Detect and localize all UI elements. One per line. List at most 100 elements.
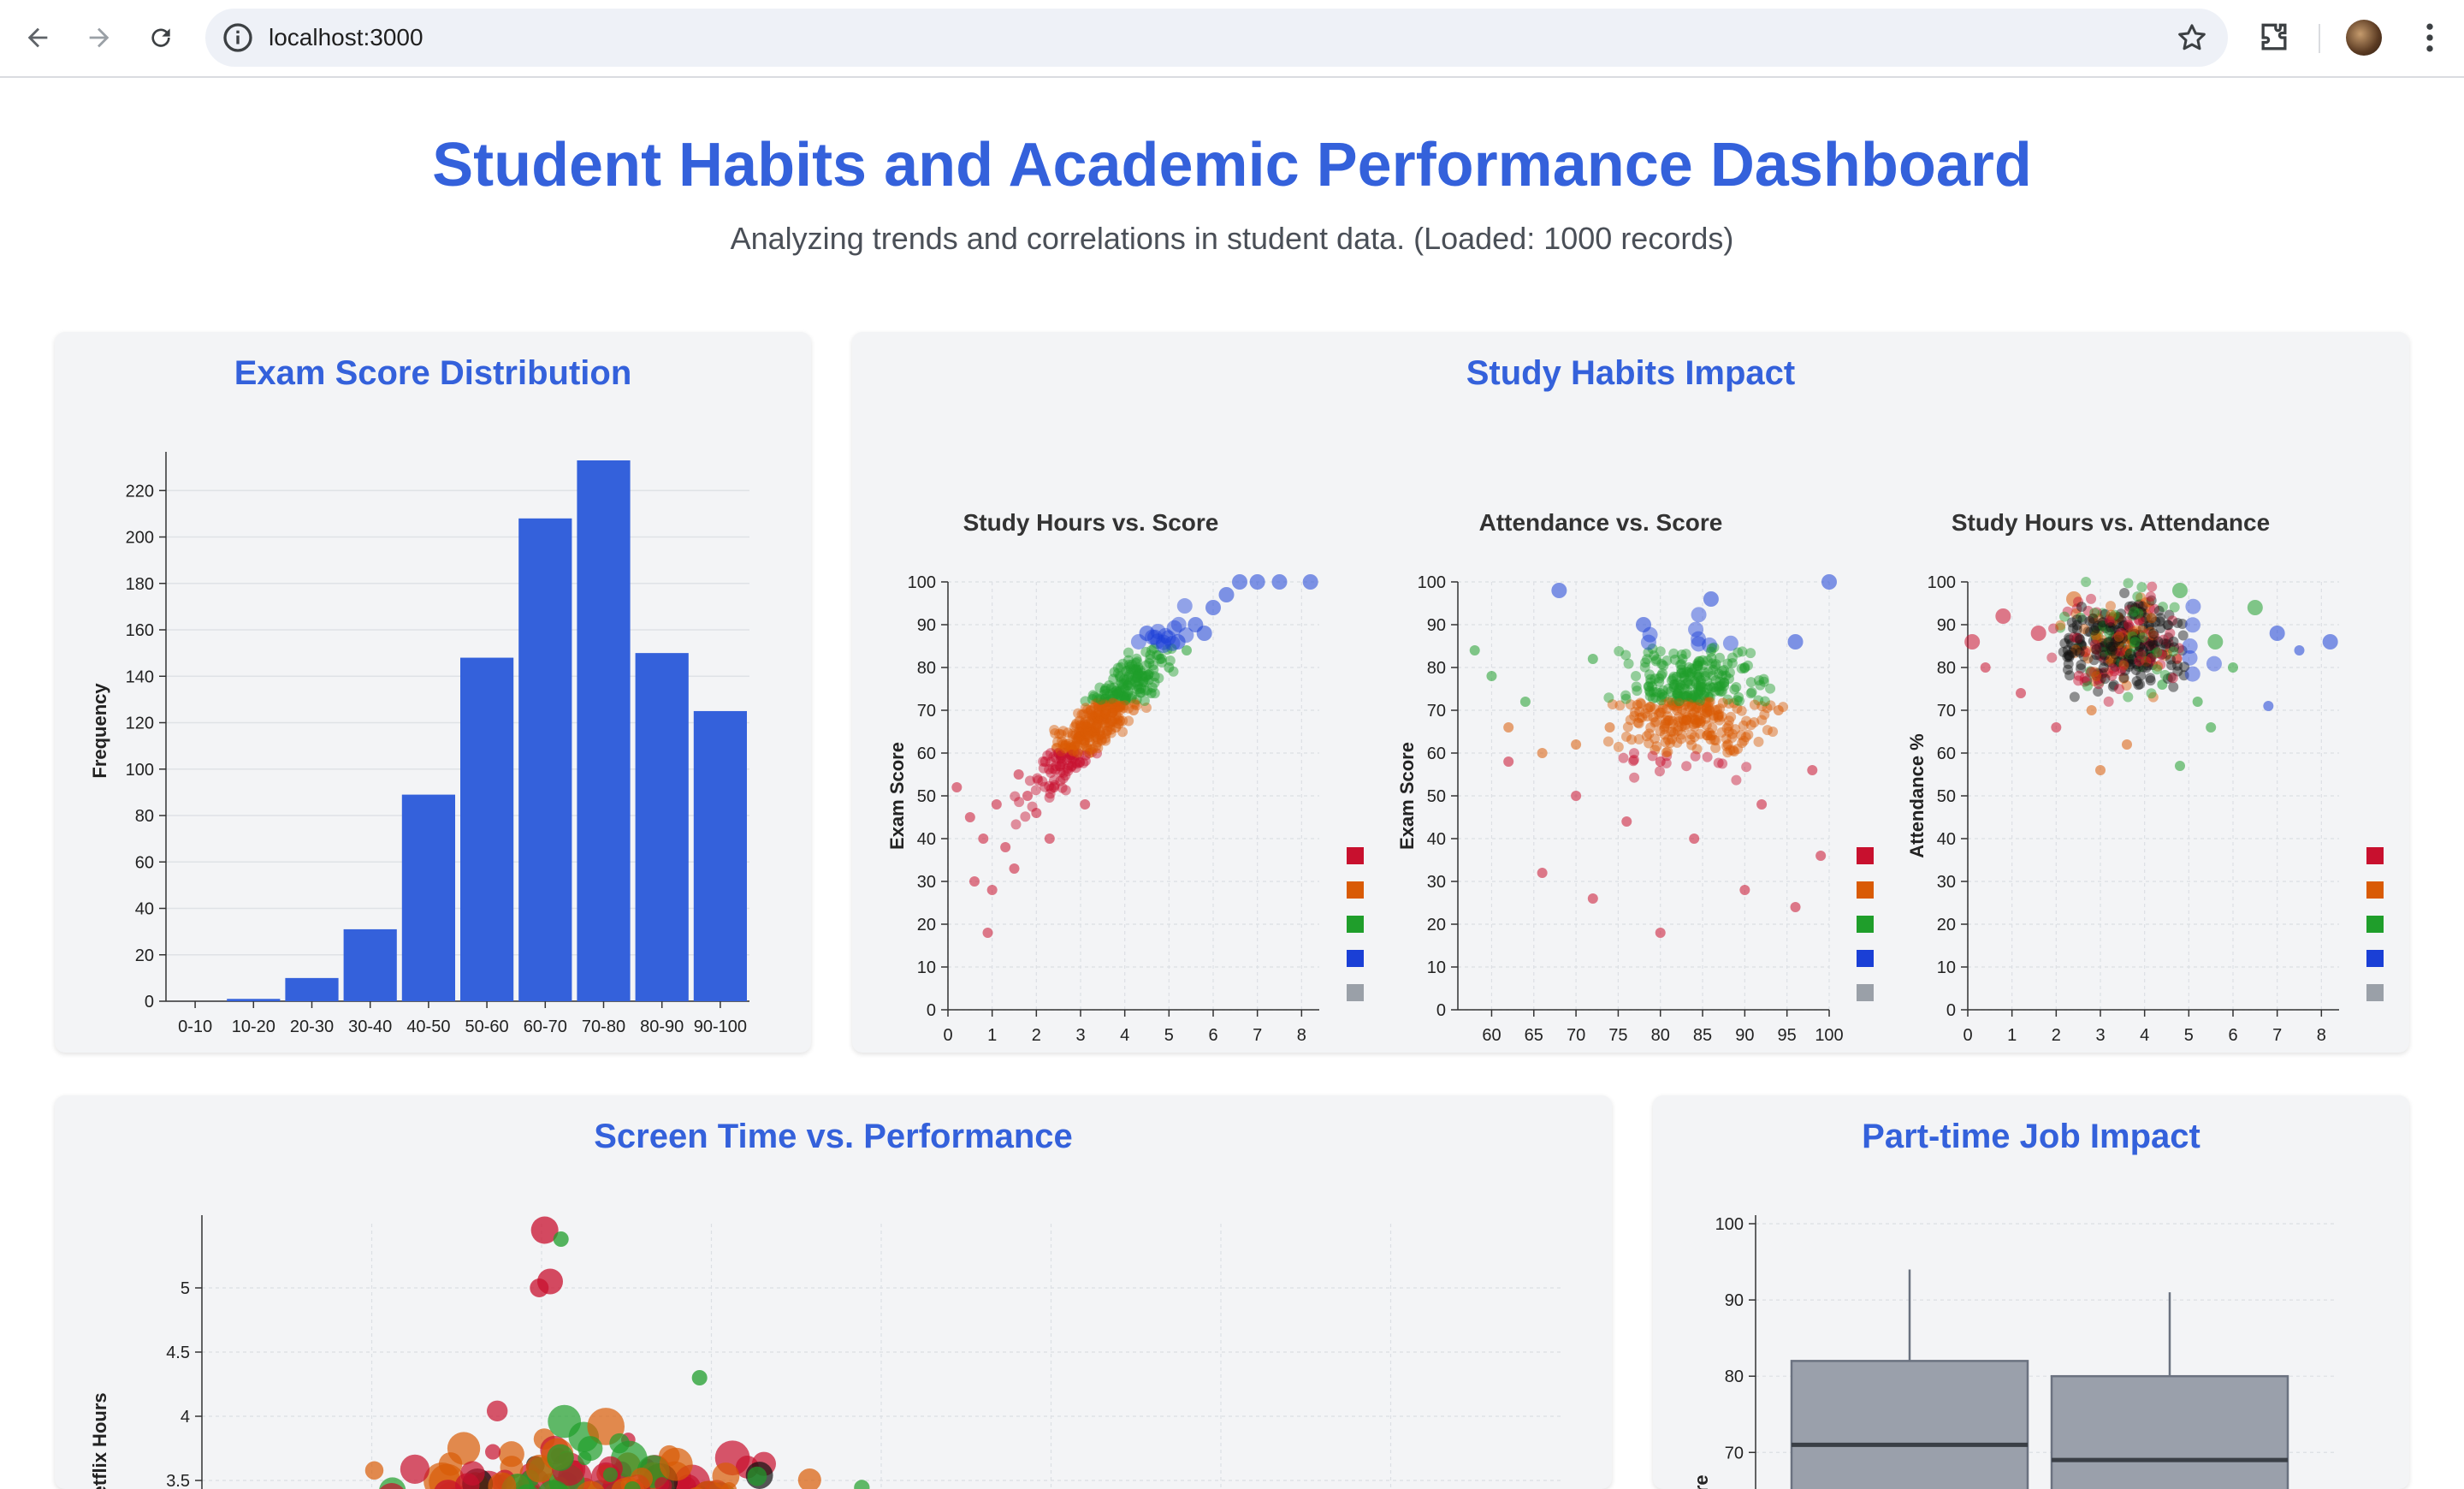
x-tick-label: 7 [1253,1026,1262,1045]
scatter-point [978,833,988,844]
scatter-point [1014,797,1024,807]
scatter-point [1640,662,1650,673]
legend-swatch [1857,984,1874,1001]
scatter-point [1681,649,1691,659]
scatter-point [1691,751,1701,762]
scatter-point [1060,741,1070,751]
scatter-point [1169,667,1179,677]
y-tick-label: 60 [1937,744,1956,763]
scatter-point [1080,799,1090,810]
histogram-bar [694,711,747,1001]
scatter-point [2323,634,2338,650]
scatter-point [1791,902,1801,912]
scatter-point [1571,791,1581,801]
scatter-point [1129,699,1140,709]
scatter-point [2051,722,2061,733]
y-tick-label: 100 [908,573,936,592]
bubble [530,1278,548,1297]
scatter-point [1707,644,1717,654]
y-axis-title: Social Media + Netflix Hours [89,1392,110,1489]
bubble [439,1452,463,1476]
scatter-point [1651,687,1661,697]
scatter-point [2183,638,2198,654]
scatter-point [1755,680,1765,691]
back-button[interactable] [15,15,60,60]
bubble [460,1461,485,1486]
x-tick-label: 70-80 [582,1017,625,1036]
scatter-point [2135,679,2145,689]
x-tick-label: 10-20 [232,1017,275,1036]
y-axis-title: Attendance % [1906,733,1928,857]
scatter-point [2152,647,2162,657]
scatter-point [1747,687,1757,697]
reload-button[interactable] [139,15,183,60]
y-tick-label: 80 [1937,659,1956,678]
part-time-job-card: Part-time Job Impact 5060708090100Exam S… [1653,1095,2409,1489]
bubble [400,1455,429,1484]
scatter-point [2228,662,2238,673]
legend-swatch [1857,847,1874,864]
study-habits-charts: Study Hours vs. Score0102030405060708090… [852,332,2409,1053]
scatter-point [1014,769,1024,780]
arrow-right-icon [85,23,114,52]
y-tick-label: 220 [126,482,154,501]
x-tick-label: 3 [1075,1026,1085,1045]
histogram-bar [577,460,630,1001]
scatter-point [1674,696,1685,706]
scatter-point [1715,715,1725,726]
scatter-point [1641,635,1656,650]
scatter-point [1632,685,1642,696]
scatter-point [2168,646,2178,656]
profile-avatar[interactable] [2346,20,2382,56]
site-info-icon[interactable] [221,21,255,55]
y-tick-label: 10 [917,958,936,977]
scatter-point [1756,799,1767,810]
x-tick-label: 1 [987,1026,997,1045]
x-tick-label: 7 [2272,1026,2282,1045]
exam-distribution-card: Exam Score Distribution Exam Score Distr… [55,332,811,1053]
scatter-point [2123,620,2134,630]
scatter-point [2206,722,2216,733]
scatter-point [2270,626,2285,641]
scatter-point [1815,851,1826,861]
scatter-point [1101,705,1111,715]
histogram-chart: Exam Score Distribution02040608010012014… [55,332,811,1053]
kebab-menu-icon[interactable] [2411,19,2449,56]
scatter-point [2075,648,2085,658]
extensions-puzzle-icon[interactable] [2255,19,2293,56]
scatter-point [1807,765,1817,775]
scatter-point [2099,662,2109,673]
scatter-point [1737,706,1747,716]
scatter-point [1629,755,1639,765]
x-tick-label: 5 [1164,1026,1174,1045]
scatter-point [1660,720,1670,730]
scatter-point [1765,684,1775,694]
scatter-point [1045,748,1056,758]
x-tick-label: 80-90 [640,1017,684,1036]
scatter-point [1032,773,1042,783]
y-tick-label: 100 [126,761,154,780]
bookmark-star-icon[interactable] [2175,21,2209,55]
y-tick-label: 90 [1725,1291,1744,1310]
y-axis-title: Exam Score [1691,1474,1712,1489]
scatter-point [1603,692,1614,703]
forward-button[interactable] [77,15,121,60]
subchart-title: Attendance vs. Score [1479,509,1723,536]
address-bar[interactable]: localhost:3000 [205,9,2228,67]
scatter-point [1684,702,1694,712]
y-tick-label: 50 [1427,787,1446,806]
scatter-point [987,885,998,895]
x-tick-label: 90-100 [694,1017,747,1036]
scatter-point [1177,598,1193,614]
scatter-point [1703,591,1719,607]
legend-swatch [1347,916,1364,933]
scatter-point [1626,734,1637,744]
bubble [485,1445,500,1460]
scatter-point [1691,632,1706,647]
scatter-point [1648,750,1658,761]
scatter-point [2163,620,2173,630]
scatter-point [2080,673,2090,683]
scatter-point [2064,650,2074,660]
scatter-point [2147,582,2157,592]
scatter-point [1219,587,1235,602]
